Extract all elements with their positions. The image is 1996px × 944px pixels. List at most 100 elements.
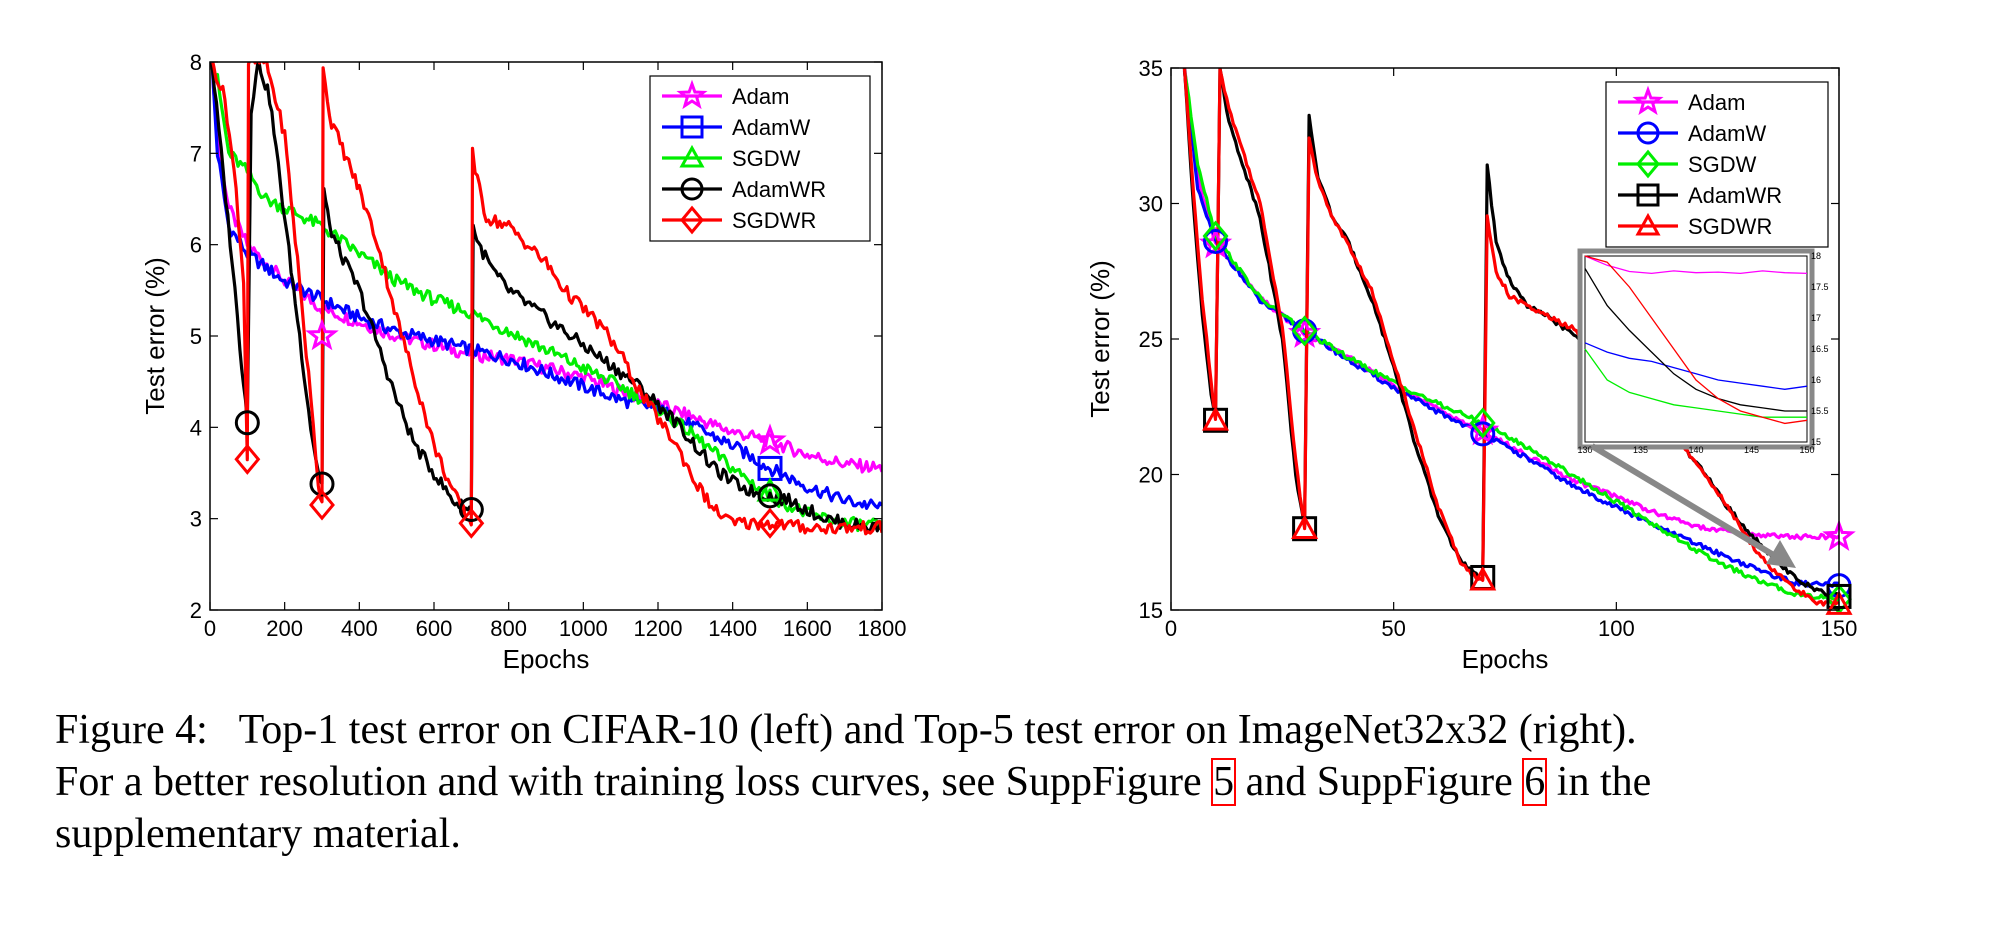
series-line-sgdwr [211, 62, 882, 536]
marker-adam [753, 423, 787, 456]
inset-y-tick-label: 17.5 [1811, 282, 1829, 292]
x-tick-label: 0 [1165, 616, 1177, 641]
y-tick-label: 25 [1139, 327, 1163, 352]
marker-sgdwr [1825, 590, 1853, 615]
marker-sgdw [1291, 315, 1318, 347]
legend-label-sgdw: SGDW [732, 146, 801, 171]
y-tick-label: 6 [190, 233, 202, 258]
y-tick-label: 2 [190, 598, 202, 623]
legend-label-adam: Adam [1688, 90, 1745, 115]
inset-y-tick-label: 16 [1811, 375, 1821, 385]
marker-adamwr [234, 410, 260, 436]
figure-caption: Figure 4: Top-1 test error on CIFAR-10 (… [55, 704, 1941, 860]
inset-x-tick-label: 150 [1799, 445, 1814, 455]
inset-line-sgdwr [1584, 255, 1808, 425]
y-tick-label: 35 [1139, 56, 1163, 81]
marker-sgdwr [757, 507, 783, 539]
legend-marker-sgdwr [680, 205, 704, 235]
y-tick-label: 4 [190, 415, 202, 440]
legend-marker-adam [676, 79, 708, 110]
plot-area-2 [1182, 68, 1839, 607]
inset-y-tick-label: 18 [1811, 251, 1821, 261]
caption-line-2c: in the [1546, 759, 1652, 805]
x-tick-label: 800 [490, 616, 527, 641]
marker-sgdwr [1291, 514, 1319, 539]
legend: Adam AdamW SGDW AdamWR SGDWR [649, 75, 871, 242]
chart-1: 0 200 400 600 800 1000 1200 1400 1600 1800 2 3 4 5 6 7 8… [140, 50, 906, 674]
y-tick-label: 7 [190, 141, 202, 166]
legend-label-adamwr: AdamWR [732, 177, 826, 202]
legend-label-sgdwr: SGDWR [732, 208, 816, 233]
x-tick-label: 100 [1598, 616, 1635, 641]
inset-y-tick-label: 16.5 [1811, 344, 1829, 354]
x-tick-label: 600 [416, 616, 453, 641]
inset-y-tick-label: 17 [1811, 313, 1821, 323]
x-tick-label: 200 [266, 616, 303, 641]
marker-sgdw [1469, 407, 1496, 439]
inset-line-adam [1584, 255, 1808, 275]
x-tick-label: 1800 [858, 616, 907, 641]
inset-axes [1584, 255, 1808, 443]
marker-adam [305, 318, 339, 351]
series-line-sgdw [1182, 68, 1839, 603]
marker-adamwr [757, 483, 783, 509]
legend-marker-sgdw [679, 144, 705, 168]
marker-adamwr [309, 471, 335, 497]
x-axis-label: Epochs [503, 644, 590, 674]
x-tick-label: 150 [1821, 616, 1858, 641]
inset-y-tick-label: 15.5 [1811, 406, 1829, 416]
y-tick-label: 15 [1139, 598, 1163, 623]
legend-marker-sgdw [1636, 149, 1660, 179]
legend-label-adam: Adam [732, 84, 789, 109]
inset-x-tick-label: 145 [1744, 445, 1759, 455]
x-tick-label: 1200 [634, 616, 683, 641]
y-axis-label: Test error (%) [140, 257, 170, 414]
inset-x-tick-label: 140 [1688, 445, 1703, 455]
y-tick-label: 3 [190, 507, 202, 532]
x-tick-label: 1600 [783, 616, 832, 641]
legend-label-adamw: AdamW [732, 115, 810, 140]
legend-marker-adam [1632, 85, 1664, 116]
marker-sgdwr [1201, 406, 1230, 431]
caption-line-2b: and SuppFigure [1235, 759, 1524, 805]
legend-marker-adamw [1636, 121, 1660, 145]
legend-marker-adamw [680, 115, 704, 139]
supp-figure-5-link[interactable]: 5 [1211, 758, 1237, 806]
y-tick-label: 8 [190, 50, 202, 75]
legend: Adam AdamW SGDW AdamWR SGDWR [1605, 81, 1829, 248]
legend-label-adamwr: AdamWR [1688, 183, 1782, 208]
marker-sgdwr [309, 489, 335, 521]
supp-figure-6-link[interactable]: 6 [1522, 758, 1548, 806]
x-tick-label: 1400 [708, 616, 757, 641]
inset-x-tick-label: 130 [1577, 445, 1592, 455]
inset-line-adamw [1584, 342, 1808, 390]
x-tick-label: 400 [341, 616, 378, 641]
legend-marker-adamwr [1636, 183, 1660, 207]
legend-marker-sgdwr [1635, 212, 1661, 236]
caption-line-2a: For a better resolution and with trainin… [55, 759, 1213, 805]
y-axis-label: Test error (%) [1085, 260, 1115, 417]
inset-arrow-shaft [1590, 443, 1784, 563]
inset-x-tick-label: 135 [1633, 445, 1648, 455]
inset-y-tick-label: 15 [1811, 437, 1821, 447]
x-tick-label: 1000 [559, 616, 608, 641]
marker-sgdwr [234, 443, 261, 475]
marker-sgdw [756, 477, 784, 502]
x-axis-label: Epochs [1462, 644, 1549, 674]
x-tick-label: 50 [1381, 616, 1405, 641]
marker-adamw [1203, 228, 1229, 254]
legend-label-adamw: AdamW [1688, 121, 1766, 146]
x-tick-label: 0 [204, 616, 216, 641]
caption-line-3: supplementary material. [55, 811, 461, 857]
y-tick-label: 30 [1139, 192, 1163, 217]
inset-line-sgdw [1584, 348, 1807, 418]
legend-label-sgdwr: SGDWR [1688, 214, 1772, 239]
marker-sgdwr [1469, 566, 1497, 591]
marker-adamw [1470, 421, 1496, 447]
caption-line-1: Figure 4: Top-1 test error on CIFAR-10 (… [55, 707, 1637, 753]
marker-sgdw [1202, 220, 1229, 252]
marker-sgdwr [458, 507, 485, 539]
series-line-sgdwr [1182, 68, 1839, 607]
